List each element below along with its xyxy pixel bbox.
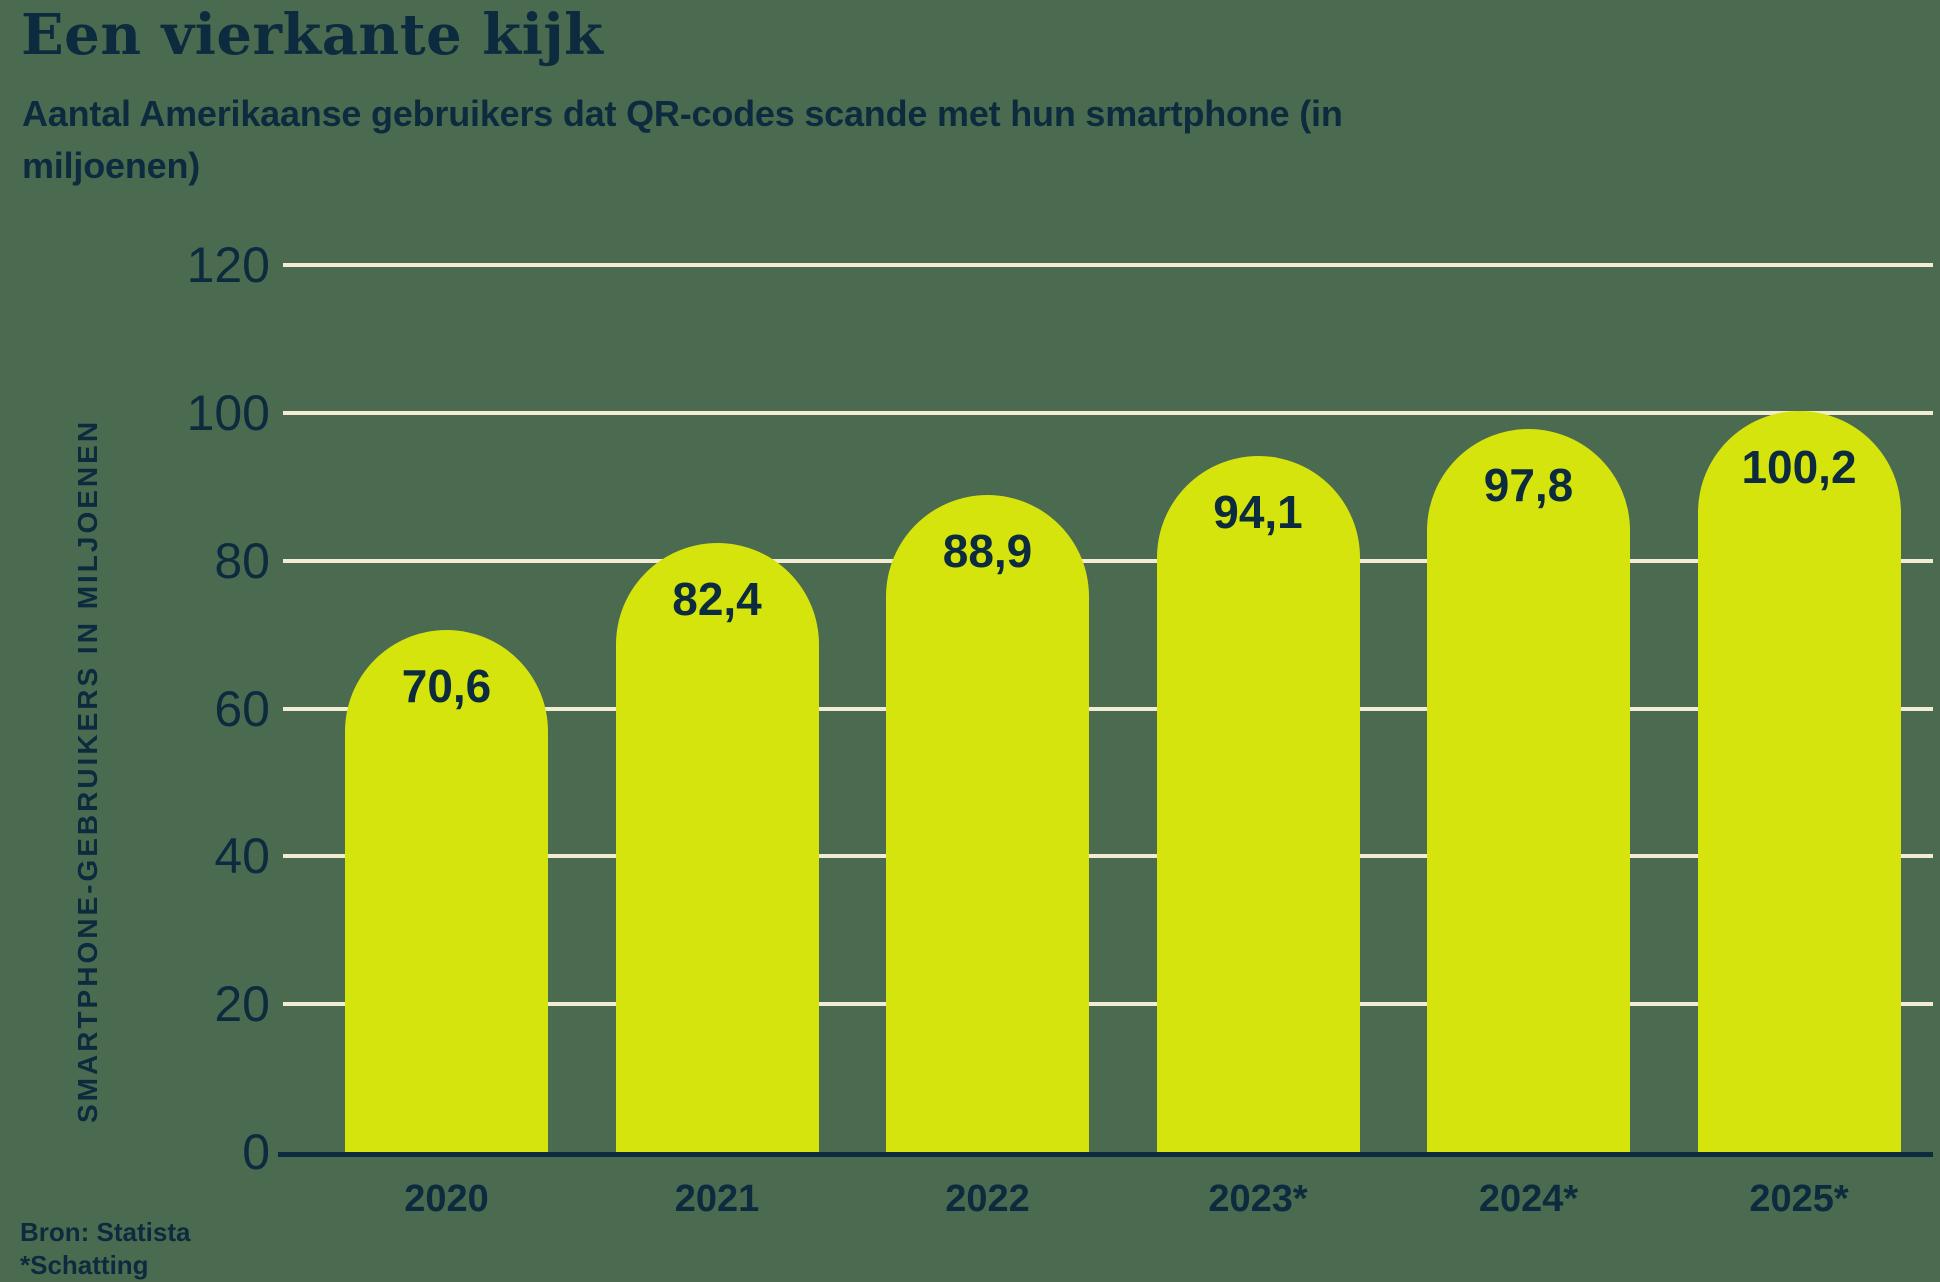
x-tick-label-2021: 2021 xyxy=(674,1178,760,1220)
gridline-20 xyxy=(283,1002,1933,1007)
bar-2023: 94,1 xyxy=(1156,456,1360,1152)
chart-subtitle: Aantal Amerikaanse gebruikers dat QR-cod… xyxy=(22,93,1343,186)
x-tick-label-2025: 2025* xyxy=(1749,1178,1849,1220)
gridline-60 xyxy=(283,706,1933,711)
x-tick-label-2020: 2020 xyxy=(404,1178,489,1220)
bar-2020: 70,6 xyxy=(345,630,548,1152)
source-note: Bron: Statista *Schatting xyxy=(20,1216,190,1282)
gridline-120 xyxy=(283,263,1933,267)
bar-value-label: 82,4 xyxy=(672,572,762,625)
y-tick-label-40: 40 xyxy=(214,828,270,885)
y-tick-label-80: 80 xyxy=(214,532,270,589)
x-axis-line xyxy=(278,1152,1933,1157)
bar-2021: 82,4 xyxy=(615,542,819,1152)
gridline-40 xyxy=(283,854,1933,859)
bar-2025: 100,2 xyxy=(1697,411,1901,1152)
footnote-text: *Schatting xyxy=(20,1250,149,1280)
bar-value-label: 97,8 xyxy=(1483,459,1574,512)
x-tick-label-2022: 2022 xyxy=(945,1178,1030,1220)
bar-value-label: 100,2 xyxy=(1741,441,1857,494)
y-tick-label-60: 60 xyxy=(214,680,270,737)
bar-value-label: 88,9 xyxy=(942,524,1033,577)
y-axis-label: SMARTPHONE-GEBRUIKERS IN MILJOENEN xyxy=(72,418,103,1124)
y-tick-label-0: 0 xyxy=(242,1124,270,1180)
bar-value-label: 70,6 xyxy=(401,660,492,713)
chart-title: Een vierkante kijk xyxy=(21,2,604,68)
y-tick-label-100: 100 xyxy=(186,384,270,441)
x-tick-label-2024: 2024* xyxy=(1478,1178,1579,1220)
source-text: Bron: Statista xyxy=(20,1217,191,1247)
bar-value-label: 94,1 xyxy=(1213,486,1303,539)
y-tick-label-20: 20 xyxy=(214,976,270,1033)
plot-area: 0 20 40 60 80 100 120 70,6 2020 82,4 2021 88,9 2022 9… xyxy=(187,240,1933,1220)
bar-2024: 97,8 xyxy=(1427,429,1630,1152)
y-tick-label-120: 120 xyxy=(186,237,270,293)
x-tick-label-2023: 2023* xyxy=(1208,1178,1308,1220)
gridline-100 xyxy=(283,410,1933,415)
gridline-80 xyxy=(283,558,1933,563)
bar-2022: 88,9 xyxy=(886,494,1089,1152)
